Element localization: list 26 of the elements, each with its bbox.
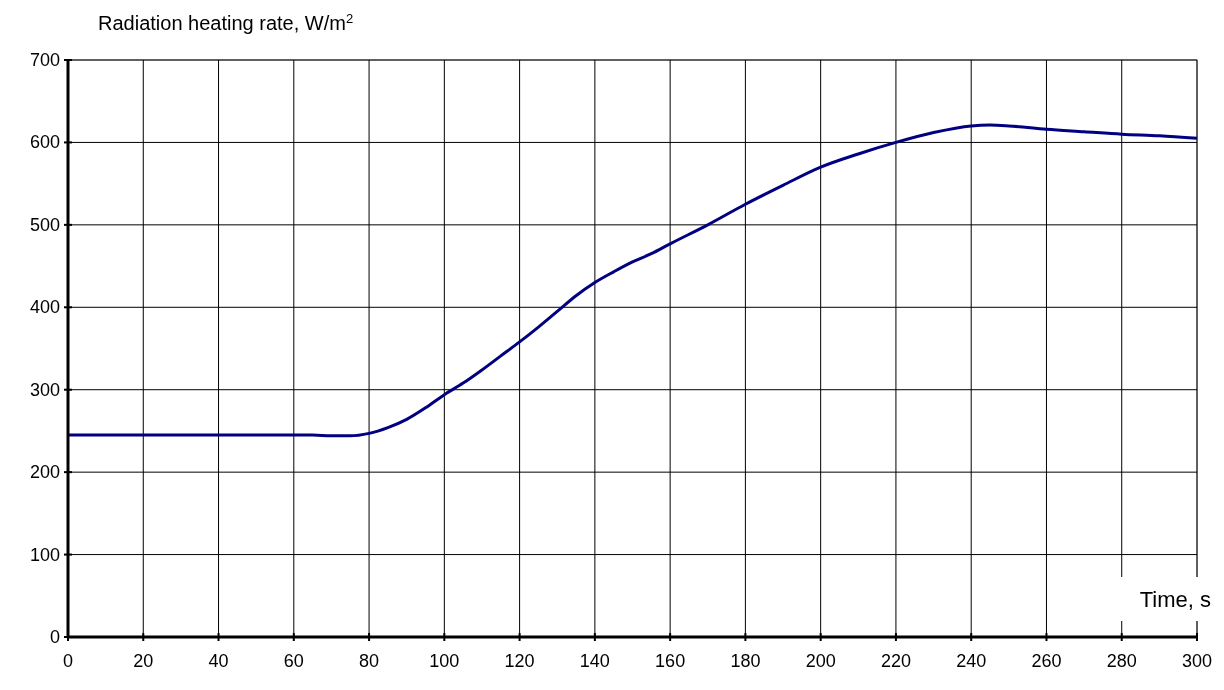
x-tick-label: 80 (359, 651, 380, 671)
x-tick-label: 140 (579, 651, 610, 671)
x-tick-label: 240 (956, 651, 987, 671)
y-tick-label: 200 (29, 462, 60, 483)
x-tick-label: 60 (283, 651, 304, 671)
x-tick-label: 300 (1181, 651, 1213, 671)
y-tick-label: 700 (29, 50, 60, 70)
x-tick-label: 40 (208, 651, 229, 671)
y-tick-label: 400 (29, 297, 60, 318)
y-tick-label: 0 (49, 627, 60, 647)
y-axis-title: Radiation heating rate, W/m$^{2}$ (98, 10, 354, 34)
x-tick-label: 100 (429, 651, 460, 671)
x-tick-label: 180 (730, 651, 761, 671)
x-axis-title: Time, s (1139, 587, 1211, 612)
y-tick-label: 100 (29, 544, 60, 565)
y-tick-label: 600 (29, 132, 60, 153)
x-tick-label: 280 (1106, 651, 1137, 671)
x-tick-label: 220 (880, 651, 911, 671)
x-tick-label: 260 (1031, 651, 1062, 671)
y-tick-label: 500 (29, 214, 60, 235)
x-tick-label: 200 (805, 651, 836, 671)
x-tick-label: 160 (655, 651, 686, 671)
x-tick-label: 120 (504, 651, 535, 671)
x-tick-label: 20 (133, 651, 154, 671)
x-tick-label: 0 (62, 651, 74, 671)
y-tick-label: 300 (29, 379, 60, 400)
